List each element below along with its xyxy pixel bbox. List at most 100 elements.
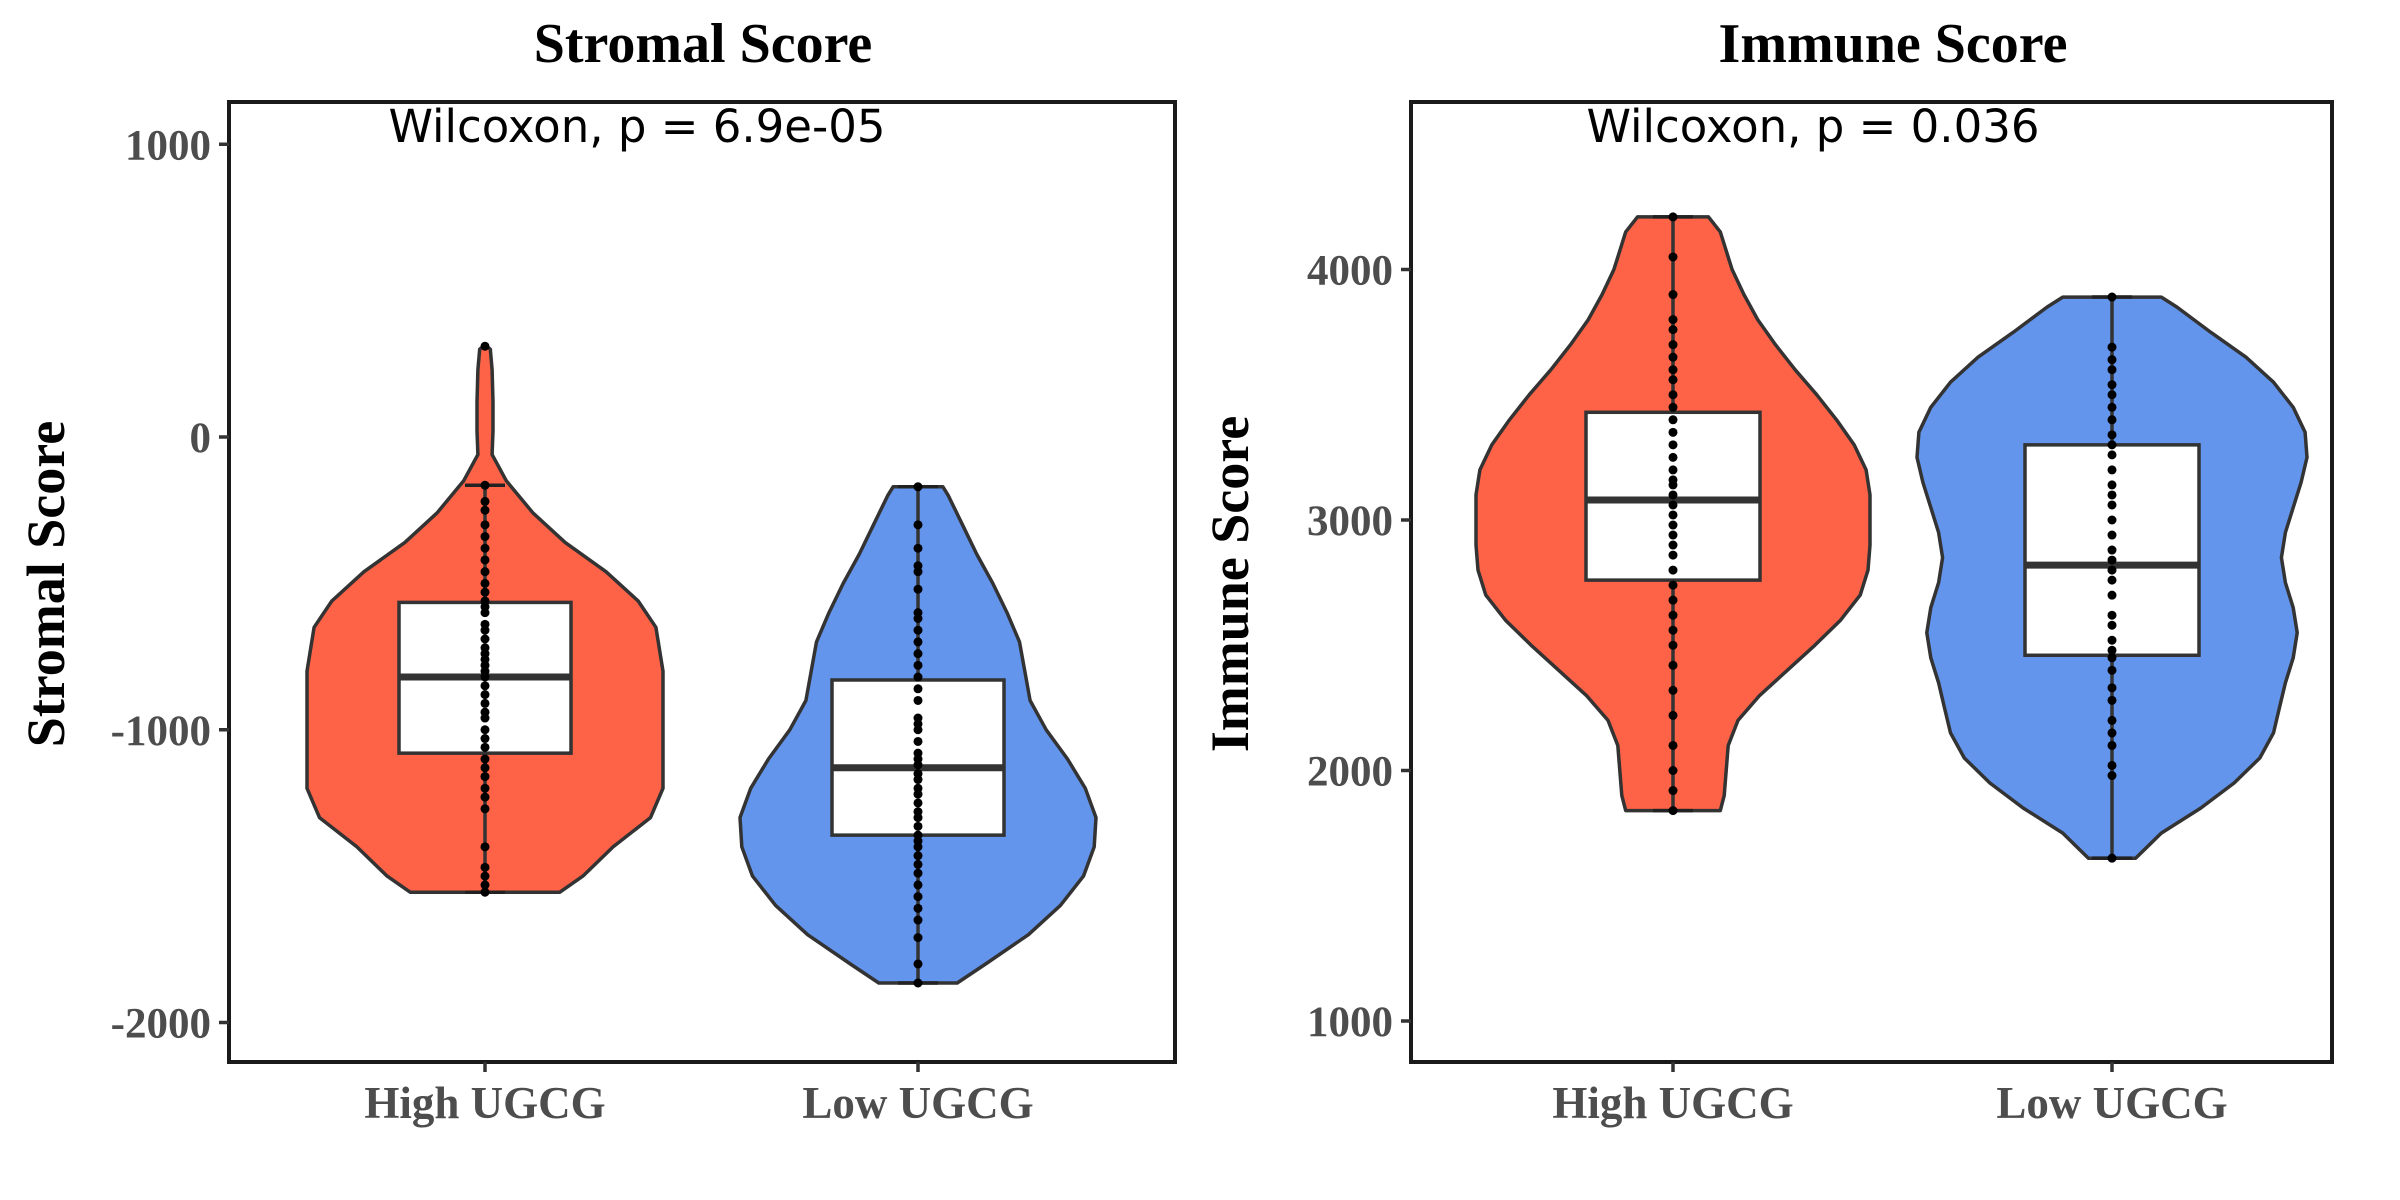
y-tick-label: 4000 bbox=[1307, 248, 1393, 295]
data-point bbox=[1668, 595, 1678, 605]
data-point bbox=[913, 649, 923, 659]
data-point bbox=[1668, 766, 1678, 775]
data-point bbox=[1668, 685, 1678, 695]
data-point bbox=[2107, 545, 2117, 555]
data-point bbox=[913, 482, 923, 492]
data-point bbox=[480, 842, 490, 852]
data-point bbox=[480, 725, 490, 735]
x-tick-label: Low UGCG bbox=[1996, 1078, 2227, 1128]
data-point bbox=[2107, 653, 2117, 663]
data-point bbox=[1668, 375, 1678, 385]
data-point bbox=[480, 496, 490, 506]
data-point bbox=[913, 851, 923, 861]
data-point bbox=[1668, 340, 1678, 350]
data-point bbox=[1668, 365, 1678, 375]
data-point bbox=[480, 772, 490, 782]
data-point bbox=[1668, 315, 1678, 325]
data-point bbox=[913, 748, 923, 758]
data-point bbox=[913, 769, 923, 779]
data-point bbox=[480, 505, 490, 515]
data-point bbox=[1668, 510, 1678, 520]
data-point bbox=[1668, 352, 1678, 362]
data-point bbox=[480, 681, 490, 691]
wilcoxon-annotation: Wilcoxon, p = 6.9e-05 bbox=[389, 100, 886, 153]
axes-layer: 1000 2000 3000 4000 High UGCG Low UGCG bbox=[1307, 248, 2228, 1129]
data-point bbox=[913, 713, 923, 723]
data-point bbox=[480, 754, 490, 764]
data-point bbox=[2107, 665, 2117, 675]
data-point bbox=[2107, 620, 2117, 630]
data-point bbox=[480, 596, 490, 606]
data-point bbox=[480, 634, 490, 644]
y-tick-label: -1000 bbox=[111, 708, 211, 755]
data-point bbox=[2107, 683, 2117, 693]
data-point bbox=[913, 892, 923, 902]
data-point bbox=[1668, 390, 1678, 400]
data-point bbox=[480, 792, 490, 802]
data-point bbox=[913, 915, 923, 925]
data-point bbox=[1668, 402, 1678, 412]
data-point bbox=[2107, 355, 2117, 365]
data-point bbox=[1668, 490, 1678, 500]
violin-layer bbox=[305, 341, 1098, 988]
data-point bbox=[480, 880, 490, 890]
data-point bbox=[913, 561, 923, 571]
data-point bbox=[2107, 440, 2117, 450]
data-point bbox=[913, 543, 923, 553]
data-point bbox=[2107, 590, 2117, 600]
data-point bbox=[1668, 540, 1678, 550]
data-point bbox=[480, 763, 490, 773]
data-point bbox=[480, 707, 490, 717]
data-point bbox=[1668, 625, 1678, 635]
plot-border bbox=[1409, 100, 2334, 1064]
y-axis-label: Immune Score bbox=[1200, 416, 1260, 752]
data-point bbox=[2107, 695, 2117, 705]
data-point bbox=[2107, 635, 2117, 645]
y-axis-label: Stromal Score bbox=[16, 421, 76, 747]
data-point bbox=[913, 695, 923, 705]
data-point bbox=[913, 807, 923, 817]
data-point bbox=[913, 868, 923, 878]
data-point bbox=[480, 783, 490, 793]
data-point bbox=[1668, 452, 1678, 462]
data-point bbox=[913, 637, 923, 647]
data-point bbox=[2107, 390, 2117, 400]
y-tick-label: 3000 bbox=[1307, 498, 1393, 545]
data-point bbox=[1668, 580, 1678, 590]
stromal-score-panel: Stromal Score Stromal Score -2000 -1000 0 1… bbox=[16, 13, 1177, 1128]
y-tick-label: 1000 bbox=[125, 122, 211, 169]
data-point bbox=[913, 520, 923, 530]
data-point bbox=[1668, 740, 1678, 750]
data-point bbox=[2107, 565, 2117, 575]
data-point bbox=[913, 821, 923, 831]
data-point bbox=[1668, 475, 1678, 485]
data-point bbox=[2107, 715, 2117, 725]
data-point bbox=[913, 608, 923, 618]
data-point bbox=[2107, 555, 2117, 565]
x-tick-label: High UGCG bbox=[1552, 1078, 1793, 1128]
data-point bbox=[2107, 610, 2117, 620]
data-point bbox=[2107, 490, 2117, 500]
data-point bbox=[913, 933, 923, 943]
data-point bbox=[913, 660, 923, 670]
data-point bbox=[2107, 342, 2117, 352]
data-point bbox=[2107, 450, 2117, 460]
data-point bbox=[480, 690, 490, 700]
data-point bbox=[480, 587, 490, 597]
data-point bbox=[2107, 480, 2117, 490]
data-point bbox=[480, 480, 490, 490]
data-point bbox=[480, 742, 490, 752]
data-point bbox=[1668, 427, 1678, 437]
data-point bbox=[2107, 465, 2117, 475]
data-point bbox=[2107, 292, 2117, 302]
data-point bbox=[2107, 771, 2117, 781]
data-point bbox=[480, 871, 490, 881]
data-point bbox=[1668, 290, 1678, 300]
panel-title: Immune Score bbox=[1719, 13, 2068, 75]
data-point bbox=[913, 830, 923, 840]
data-point bbox=[1668, 212, 1678, 222]
x-tick-label: Low UGCG bbox=[802, 1078, 1033, 1128]
data-point bbox=[480, 555, 490, 565]
data-point bbox=[1668, 660, 1678, 670]
